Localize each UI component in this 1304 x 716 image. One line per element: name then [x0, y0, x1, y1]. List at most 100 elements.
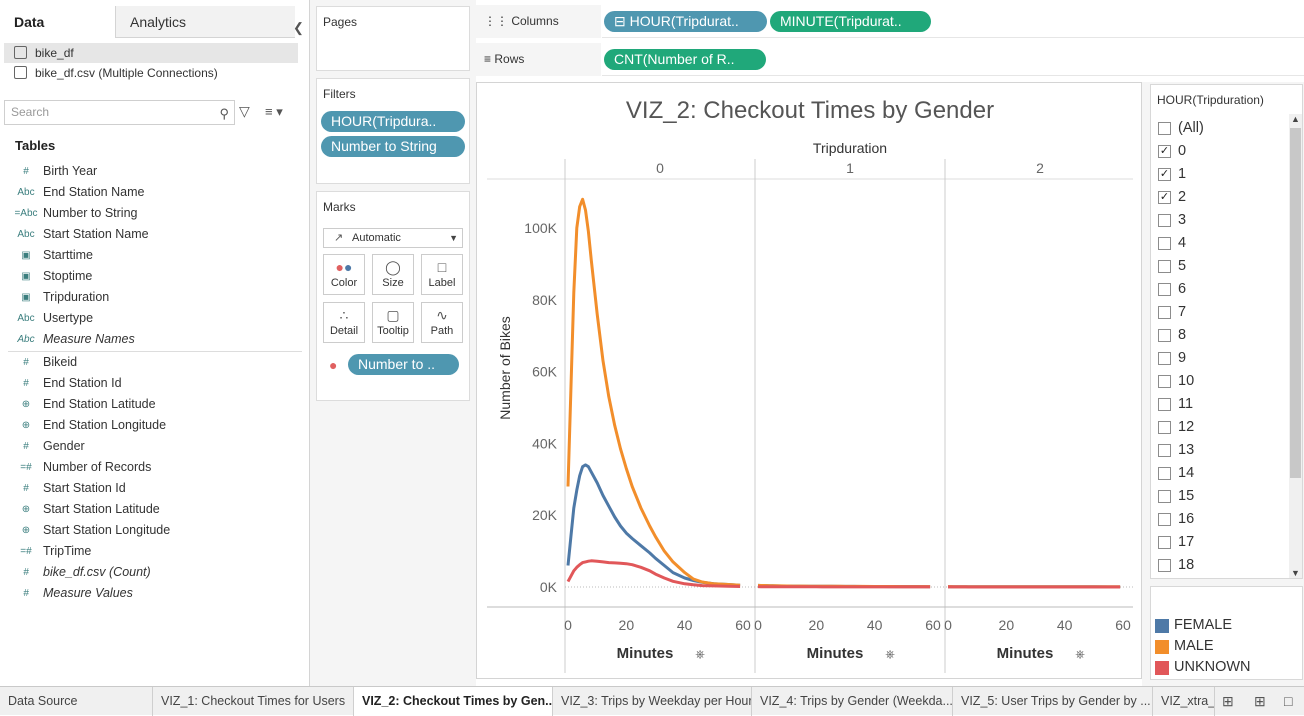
- checkbox-checked[interactable]: ✓: [1158, 191, 1171, 204]
- sheet-tab[interactable]: VIZ_1: Checkout Times for Users: [153, 687, 354, 716]
- sheet-tab[interactable]: VIZ_4: Trips by Gender (Weekda...: [752, 687, 953, 716]
- data-source-tab[interactable]: Data Source: [0, 687, 153, 716]
- filter-option[interactable]: 18: [1157, 554, 1277, 577]
- filters-card[interactable]: Filters HOUR(Tripdura.. Number to String: [316, 78, 470, 184]
- size-button[interactable]: ◯ Size: [372, 254, 414, 295]
- measure-field[interactable]: #Gender: [0, 436, 302, 457]
- tooltip-button[interactable]: ▢ Tooltip: [372, 302, 414, 343]
- column-pill-hour[interactable]: ⊟ HOUR(Tripdurat..: [604, 11, 767, 32]
- rows-shelf[interactable]: ≡ Rows CNT(Number of R..: [476, 43, 1304, 76]
- datasource-bike-df[interactable]: bike_df: [4, 43, 298, 63]
- filter-option[interactable]: 4: [1157, 232, 1277, 255]
- checkbox-unchecked[interactable]: [1158, 283, 1171, 296]
- checkbox-unchecked[interactable]: [1158, 122, 1171, 135]
- columns-shelf[interactable]: ⋮⋮ Columns ⊟ HOUR(Tripdurat.. MINUTE(Tri…: [476, 5, 1304, 38]
- filter-option[interactable]: 6: [1157, 278, 1277, 301]
- view-options-icon[interactable]: ≡ ▾: [265, 104, 283, 120]
- dimension-field[interactable]: #Birth Year: [0, 161, 302, 182]
- checkbox-unchecked[interactable]: [1158, 467, 1171, 480]
- filter-option[interactable]: ✓0: [1157, 140, 1277, 163]
- legend-item[interactable]: MALE: [1155, 636, 1214, 657]
- checkbox-unchecked[interactable]: [1158, 444, 1171, 457]
- filter-option[interactable]: 8: [1157, 324, 1277, 347]
- measure-field[interactable]: =#TripTime: [0, 541, 302, 562]
- checkbox-checked[interactable]: ✓: [1158, 168, 1171, 181]
- new-story-icon[interactable]: □: [1284, 693, 1292, 709]
- filter-fields-icon[interactable]: ▽: [239, 103, 250, 120]
- pages-card[interactable]: Pages: [316, 6, 470, 71]
- checkbox-unchecked[interactable]: [1158, 214, 1171, 227]
- sheet-tab[interactable]: VIZ_2: Checkout Times by Gen...: [354, 687, 553, 716]
- new-dashboard-icon[interactable]: ⊞: [1254, 693, 1266, 710]
- dimension-field[interactable]: ▣Starttime: [0, 245, 302, 266]
- sheet-tab[interactable]: VIZ_3: Trips by Weekday per Hour: [553, 687, 752, 716]
- filter-option[interactable]: 10: [1157, 370, 1277, 393]
- filter-pill-hour[interactable]: HOUR(Tripdura..: [321, 111, 465, 132]
- chart-view[interactable]: VIZ_2: Checkout Times by Gender Tripdura…: [476, 82, 1142, 679]
- collapse-pane-icon[interactable]: ❮: [293, 20, 304, 36]
- search-input[interactable]: Search ⚲: [4, 100, 235, 125]
- tab-analytics[interactable]: Analytics: [115, 6, 295, 38]
- datasource-bike-df-csv[interactable]: bike_df.csv (Multiple Connections): [4, 63, 298, 83]
- tab-data[interactable]: Data: [0, 6, 115, 38]
- sheet-tab[interactable]: VIZ_5: User Trips by Gender by ...: [953, 687, 1153, 716]
- filter-pill-number-to-string[interactable]: Number to String: [321, 136, 465, 157]
- checkbox-unchecked[interactable]: [1158, 536, 1171, 549]
- sheet-tab[interactable]: VIZ_xtra_: [1153, 687, 1215, 716]
- checkbox-unchecked[interactable]: [1158, 352, 1171, 365]
- measure-field[interactable]: ⊕End Station Longitude: [0, 415, 302, 436]
- checkbox-unchecked[interactable]: [1158, 559, 1171, 572]
- measure-field[interactable]: ⊕Start Station Longitude: [0, 520, 302, 541]
- checkbox-unchecked[interactable]: [1158, 490, 1171, 503]
- filter-option[interactable]: 11: [1157, 393, 1277, 416]
- color-pill-number-to-string[interactable]: Number to ..: [348, 354, 459, 375]
- label-button[interactable]: □ Label: [421, 254, 463, 295]
- measure-field[interactable]: #Bikeid: [0, 352, 302, 373]
- filter-option[interactable]: 5: [1157, 255, 1277, 278]
- checkbox-unchecked[interactable]: [1158, 329, 1171, 342]
- legend-item[interactable]: UNKNOWN: [1155, 657, 1251, 678]
- filter-scrollbar[interactable]: ▲ ▼: [1289, 114, 1302, 578]
- measure-field[interactable]: #Measure Values: [0, 583, 302, 604]
- checkbox-unchecked[interactable]: [1158, 421, 1171, 434]
- filter-option[interactable]: 17: [1157, 531, 1277, 554]
- checkbox-unchecked[interactable]: [1158, 513, 1171, 526]
- checkbox-unchecked[interactable]: [1158, 237, 1171, 250]
- scroll-down-icon[interactable]: ▼: [1291, 568, 1300, 578]
- scroll-thumb[interactable]: [1290, 128, 1301, 478]
- checkbox-checked[interactable]: ✓: [1158, 145, 1171, 158]
- detail-button[interactable]: ∴ Detail: [323, 302, 365, 343]
- path-button[interactable]: ∿ Path: [421, 302, 463, 343]
- filter-option[interactable]: (All): [1157, 117, 1277, 140]
- measure-field[interactable]: #bike_df.csv (Count): [0, 562, 302, 583]
- filter-option[interactable]: 3: [1157, 209, 1277, 232]
- measure-field[interactable]: #Start Station Id: [0, 478, 302, 499]
- checkbox-unchecked[interactable]: [1158, 260, 1171, 273]
- filter-option[interactable]: ✓2: [1157, 186, 1277, 209]
- color-button[interactable]: ●● Color: [323, 254, 365, 295]
- column-pill-minute[interactable]: MINUTE(Tripdurat..: [770, 11, 931, 32]
- filter-option[interactable]: 14: [1157, 462, 1277, 485]
- filter-option[interactable]: 9: [1157, 347, 1277, 370]
- dimension-field[interactable]: ▣Stoptime: [0, 266, 302, 287]
- scroll-up-icon[interactable]: ▲: [1291, 114, 1300, 124]
- measure-field[interactable]: =#Number of Records: [0, 457, 302, 478]
- checkbox-unchecked[interactable]: [1158, 398, 1171, 411]
- measure-field[interactable]: #End Station Id: [0, 373, 302, 394]
- row-pill-count[interactable]: CNT(Number of R..: [604, 49, 766, 70]
- filter-option[interactable]: 7: [1157, 301, 1277, 324]
- mark-type-select[interactable]: ↗ Automatic ▼: [323, 228, 463, 248]
- checkbox-unchecked[interactable]: [1158, 306, 1171, 319]
- measure-field[interactable]: ⊕End Station Latitude: [0, 394, 302, 415]
- dimension-field[interactable]: ▣Tripduration: [0, 287, 302, 308]
- filter-option[interactable]: 13: [1157, 439, 1277, 462]
- measure-field[interactable]: ⊕Start Station Latitude: [0, 499, 302, 520]
- new-worksheet-icon[interactable]: ⊞: [1222, 693, 1234, 710]
- filter-option[interactable]: 12: [1157, 416, 1277, 439]
